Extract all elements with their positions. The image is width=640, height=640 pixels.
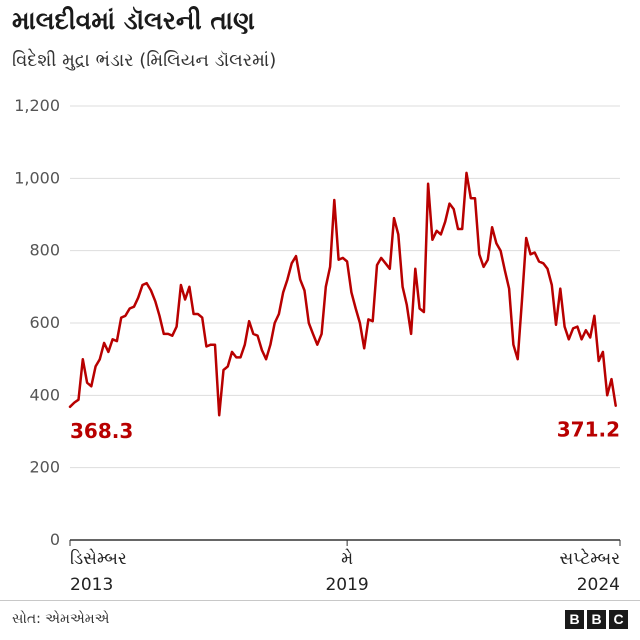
chart-subtitle: વિદેશી મુદ્રા ભંડાર (મિલિયન ડૉલરમાં) (12, 50, 277, 71)
y-tick-label: 0 (50, 530, 60, 549)
y-tick-label: 200 (29, 458, 60, 477)
data-label: 371.2 (557, 418, 620, 442)
x-tick-label: સપ્ટેમ્બર (559, 548, 620, 569)
y-tick-label: 400 (29, 385, 60, 404)
chart-title: માલદીવમાં ડૉલરની તાણ (12, 6, 255, 35)
x-tick-label: ડિસેમ્બર (70, 548, 127, 569)
grid-layer (69, 105, 621, 546)
x-tick-label-year: 2013 (70, 575, 113, 595)
series-line (68, 171, 617, 417)
y-tick-label: 600 (29, 313, 60, 332)
y-tick-label: 800 (29, 241, 60, 260)
footer-divider (0, 600, 640, 601)
bbc-logo-block-1: B (565, 610, 584, 629)
line-chart: 0 200 400 600 800 1,000 1,200 ડિસેમ્બર 2013 મે 201… (14, 96, 621, 595)
x-tick-label-year: 2019 (325, 575, 368, 595)
series-layer (68, 171, 617, 417)
bbc-logo: B B C (565, 610, 628, 629)
label-layer: 0 200 400 600 800 1,000 1,200 ડિસેમ્બર 2013 મે 201… (14, 96, 620, 595)
x-tick-label: મે (341, 548, 353, 569)
y-tick-label: 1,000 (14, 168, 60, 187)
bbc-logo-block-2: B (587, 610, 606, 629)
data-label: 368.3 (70, 419, 133, 443)
x-tick-label-year: 2024 (577, 575, 620, 595)
bbc-logo-block-3: C (609, 610, 628, 629)
source-note: સોત: એમએમએ (12, 611, 110, 627)
y-tick-label: 1,200 (14, 96, 60, 115)
